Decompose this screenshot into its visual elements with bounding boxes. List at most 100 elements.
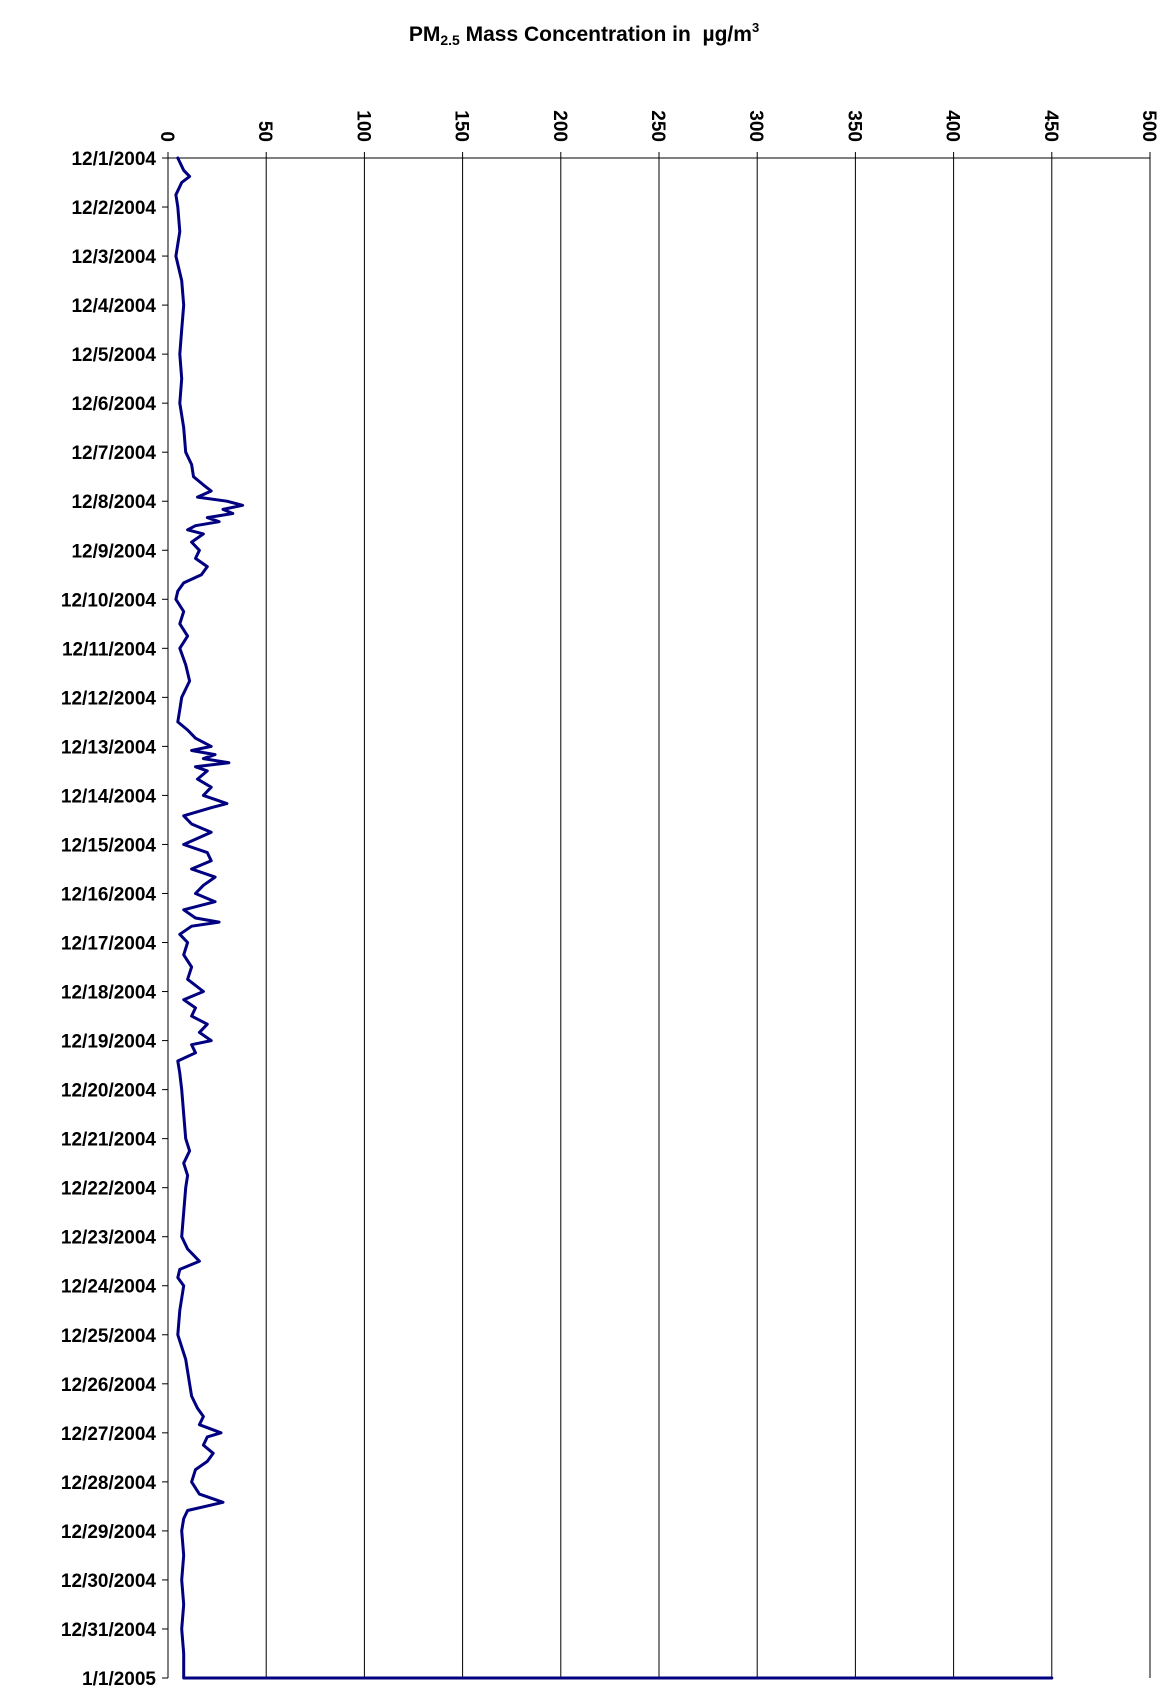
title-superscript: 3 [751, 20, 760, 35]
data-point [202, 990, 205, 993]
chart-title: PM2.5 Mass Concentration in µg/m3 [0, 20, 1168, 48]
data-point [198, 1260, 201, 1262]
data-point [194, 557, 197, 560]
data-point [182, 610, 185, 613]
data-point [190, 966, 193, 968]
data-point [206, 1460, 209, 1463]
data-point [182, 1211, 185, 1213]
title-prefix: PM [408, 23, 441, 46]
data-point [202, 794, 205, 797]
data-point [175, 598, 177, 601]
data-point [206, 770, 209, 772]
data-point [206, 565, 209, 568]
data-point [241, 504, 244, 507]
data-point [182, 909, 185, 911]
data-point [202, 757, 205, 760]
x-tick-label-0: 0 [156, 131, 177, 142]
data-point [194, 1007, 197, 1009]
data-point [186, 635, 189, 637]
y-tick-label: 12/7/2004 [71, 443, 156, 464]
data-point [218, 520, 220, 523]
y-tick-label: 12/2/2004 [71, 198, 156, 219]
data-point [206, 1436, 209, 1438]
data-point [212, 1452, 214, 1455]
y-tick-label: 12/1/2004 [71, 149, 156, 170]
data-point [226, 500, 228, 503]
data-point [180, 377, 183, 380]
data-point [184, 663, 187, 666]
data-point [194, 892, 197, 895]
y-tick-label: 12/5/2004 [71, 345, 156, 366]
data-point [190, 1481, 193, 1483]
y-tick-labels: 12/1/2004 12/2/2004 12/3/2004 12/4/2004 12/5… [61, 149, 157, 1690]
data-point [182, 304, 185, 306]
x-tick-label-50: 50 [254, 121, 275, 142]
data-point [188, 680, 191, 682]
data-point [184, 1358, 187, 1361]
data-point [196, 496, 199, 498]
data-point [206, 1023, 209, 1025]
data-point [179, 708, 181, 711]
data-point [182, 954, 185, 956]
data-point [194, 766, 197, 768]
data-point [202, 1415, 205, 1418]
data-point [210, 490, 212, 492]
data-point [179, 402, 181, 405]
data-point [196, 778, 199, 780]
data-point [190, 823, 193, 825]
data-point [182, 582, 185, 584]
data-point [198, 549, 201, 552]
data-point [198, 1423, 201, 1426]
data-point [214, 876, 216, 878]
data-point [180, 1235, 183, 1238]
data-point [180, 181, 183, 184]
data-point [175, 255, 177, 257]
data-point [188, 1383, 191, 1385]
data-point [177, 721, 179, 723]
data-point [190, 541, 193, 543]
y-tick-label: 12/23/2004 [61, 1228, 157, 1249]
y-tick-label: 12/21/2004 [61, 1130, 157, 1151]
y-tick-label: 12/8/2004 [71, 492, 156, 513]
data-point [186, 729, 189, 731]
y-tick-label: 12/3/2004 [71, 247, 156, 268]
data-point [180, 279, 183, 282]
data-point [182, 815, 185, 817]
data-point [182, 1284, 185, 1287]
y-tick-label: 1/1/2005 [82, 1669, 156, 1690]
y-tick-label: 12/28/2004 [61, 1473, 157, 1494]
data-point [179, 1268, 181, 1271]
data-point [177, 590, 179, 592]
y-tick-label: 12/18/2004 [61, 983, 157, 1004]
data-point [179, 933, 181, 936]
data-point [179, 353, 181, 355]
series-layer [174, 156, 1054, 1680]
gridlines [265, 158, 1151, 1678]
y-tick-label: 12/25/2004 [61, 1326, 157, 1347]
y-tick-label: 12/20/2004 [61, 1081, 157, 1102]
data-point [222, 1501, 224, 1504]
data-point [182, 843, 185, 846]
data-point [210, 745, 212, 748]
data-point [179, 1072, 181, 1075]
data-point [177, 157, 179, 159]
y-tick-label: 12/27/2004 [61, 1424, 157, 1445]
x-tick-label-150: 150 [451, 110, 472, 142]
data-point [218, 921, 220, 923]
data-point [177, 1276, 179, 1279]
data-point [194, 1052, 197, 1054]
data-point [210, 860, 212, 862]
data-point [228, 761, 230, 764]
x-tick-label-450: 450 [1040, 110, 1061, 142]
y-tick-label: 12/10/2004 [61, 590, 157, 611]
y-tick-label: 12/13/2004 [61, 737, 157, 758]
data-point [190, 1043, 193, 1046]
data-point [186, 978, 189, 981]
data-point [210, 831, 212, 833]
data-point [232, 512, 234, 515]
data-point [177, 206, 179, 208]
data-point [180, 1088, 183, 1091]
data-point [186, 1174, 189, 1177]
data-point [180, 328, 183, 331]
